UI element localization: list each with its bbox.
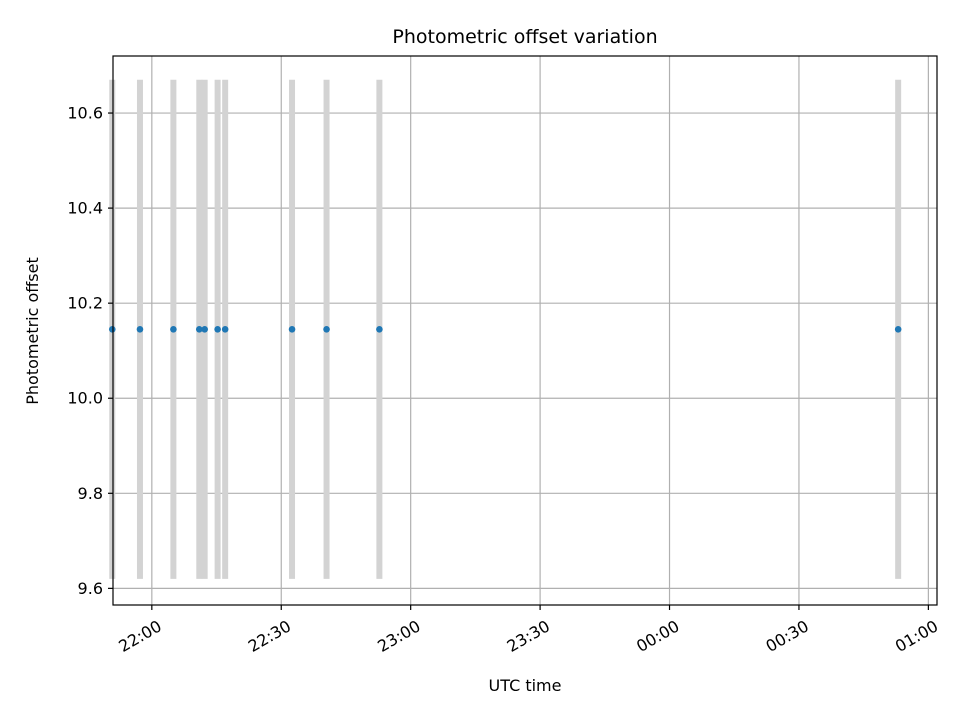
y-tick-label: 9.8 <box>78 484 103 503</box>
y-tick-label: 10.0 <box>67 389 103 408</box>
data-point <box>214 326 221 333</box>
y-axis-title: Photometric offset <box>23 257 42 405</box>
y-tick-label: 10.4 <box>67 199 103 218</box>
chart-title: Photometric offset variation <box>392 26 657 48</box>
data-point <box>376 326 383 333</box>
data-point <box>323 326 330 333</box>
y-tick-label: 10.2 <box>67 294 103 313</box>
y-axis: 9.6 9.8 10.0 10.2 10.4 10.6 <box>67 104 113 598</box>
data-point <box>221 326 229 333</box>
data-point <box>136 326 144 333</box>
data-point <box>894 326 902 333</box>
y-tick-label: 9.6 <box>78 579 103 598</box>
y-tick-label: 10.6 <box>67 104 103 123</box>
x-axis-title: UTC time <box>489 676 562 695</box>
plot-area-frame <box>112 55 938 606</box>
grid <box>113 56 937 605</box>
data-point <box>288 326 296 333</box>
data-point <box>170 326 177 333</box>
data-point <box>201 326 208 333</box>
data-point <box>108 326 116 333</box>
data-points <box>108 326 902 333</box>
data-point <box>195 326 203 333</box>
